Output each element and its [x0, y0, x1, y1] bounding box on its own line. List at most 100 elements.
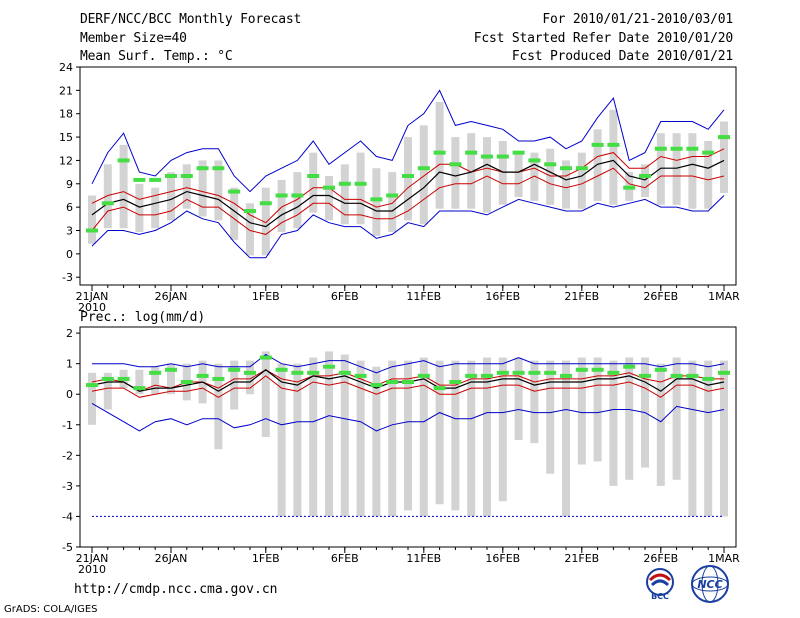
temp-median-marker [433, 150, 446, 155]
prec-xtick-label: 26JAN [155, 552, 188, 565]
temp-median-marker [544, 162, 557, 167]
prec-box [451, 360, 460, 511]
prec-ytick-label: -3 [62, 480, 73, 493]
prec-box [483, 357, 491, 517]
temp-median-marker [291, 193, 304, 198]
ncc-logo-text: NCC [697, 578, 722, 591]
prec-box [435, 360, 444, 505]
temp-ytick-label: 21 [59, 84, 73, 97]
prec-xtick-label: 21FEB [564, 552, 599, 565]
prec-xtick-label: 11FEB [406, 552, 441, 565]
temp-ytick-label: 0 [66, 248, 73, 261]
prec-box [277, 363, 286, 517]
temp-median-marker [402, 174, 414, 178]
forecast-start-date: Fcst Started Refer Date 2010/01/20 [473, 31, 734, 46]
prec-median-marker [117, 376, 130, 381]
prec-median-marker [465, 373, 478, 378]
prec-median-marker [133, 386, 146, 391]
prec-box [325, 351, 333, 517]
prec-box [135, 369, 144, 395]
bcc-logo-icon: BCC [646, 568, 674, 601]
temp-median-marker [718, 135, 730, 140]
prec-median-marker [338, 370, 351, 375]
prec-p75-line [91, 369, 724, 392]
temp-box [483, 137, 491, 213]
temp-box [656, 133, 665, 205]
prec-ytick-label: -1 [62, 419, 73, 432]
temp-median-marker [481, 154, 493, 159]
prec-median-marker [544, 370, 557, 375]
source-url[interactable]: http://cmdp.ncc.cma.gov.cn [74, 582, 278, 597]
grads-credit: GrADS: COLA/IGES [4, 604, 98, 615]
temp-xtick-label: 16FEB [485, 290, 520, 303]
temp-ytick-label: -3 [62, 271, 73, 284]
temp-box [419, 125, 428, 225]
prec-median-marker [433, 386, 446, 391]
temp-box [498, 140, 507, 205]
prec-box [88, 372, 96, 425]
temp-box [372, 168, 381, 236]
temp-median-marker [465, 150, 478, 155]
temp-box [562, 160, 570, 209]
prec-box [293, 363, 302, 517]
forecast-period: For 2010/01/21-2010/03/01 [542, 12, 733, 27]
prec-xtick-label: 1MAR [708, 552, 740, 565]
prec-box [530, 360, 539, 444]
temp-xtick-label: 2010 [78, 301, 106, 314]
prec-box [230, 360, 239, 410]
temp-box [609, 109, 618, 205]
prec-box [246, 360, 254, 395]
temp-box [103, 164, 112, 229]
temp-max-line [91, 195, 725, 259]
prec-ytick-label: -5 [62, 541, 73, 554]
temp-ytick-label: 15 [59, 131, 73, 144]
bcc-logo-text: BCC [651, 592, 669, 601]
prec-median-marker [496, 370, 509, 375]
prec-median-marker [291, 370, 304, 375]
prec-median-marker [512, 370, 525, 375]
temp-median-marker [686, 146, 699, 151]
prec-box [656, 363, 665, 486]
variable-label: Mean Surf. Temp.: °C [80, 49, 233, 64]
temp-box [546, 148, 555, 205]
temp-box [467, 133, 476, 209]
ncc-logo-icon: NCC [691, 565, 729, 603]
temp-median-marker [591, 142, 604, 147]
prec-xtick-label: 1FEB [252, 552, 280, 565]
prec-box [356, 360, 365, 517]
prec-box [388, 360, 397, 517]
prec-median-marker [417, 373, 430, 378]
temp-median-marker [86, 228, 98, 233]
temp-median-marker [149, 177, 162, 182]
prec-box [419, 357, 428, 517]
temp-box [230, 187, 239, 240]
temp-median-marker [101, 201, 114, 206]
temp-box [167, 172, 175, 221]
temp-box [593, 129, 602, 201]
prec-box [514, 357, 523, 441]
prec-median-marker [528, 370, 541, 375]
prec-median-marker [386, 380, 399, 384]
prec-median-marker [654, 367, 667, 372]
prec-median-marker [718, 370, 730, 375]
prec-median-marker [575, 367, 588, 372]
prec-box [720, 360, 728, 517]
prec-median-marker [259, 355, 272, 360]
prec-median-marker [180, 380, 193, 384]
temp-median-marker [370, 197, 383, 202]
prec-box [340, 354, 349, 517]
temp-median-marker [575, 166, 588, 171]
temp-box [246, 203, 254, 256]
temp-xtick-label: 1MAR [708, 290, 740, 303]
temp-box [451, 137, 460, 209]
temp-box [119, 144, 128, 229]
prec-median-marker [670, 373, 683, 378]
temp-median-marker [560, 166, 572, 171]
temp-median-marker [307, 174, 320, 178]
prec-box [688, 360, 697, 517]
temp-box [404, 137, 412, 221]
prec-box [103, 372, 112, 410]
temp-box [672, 133, 681, 205]
prec-ytick-label: 1 [66, 358, 73, 371]
temp-xtick-label: 26JAN [155, 290, 188, 303]
